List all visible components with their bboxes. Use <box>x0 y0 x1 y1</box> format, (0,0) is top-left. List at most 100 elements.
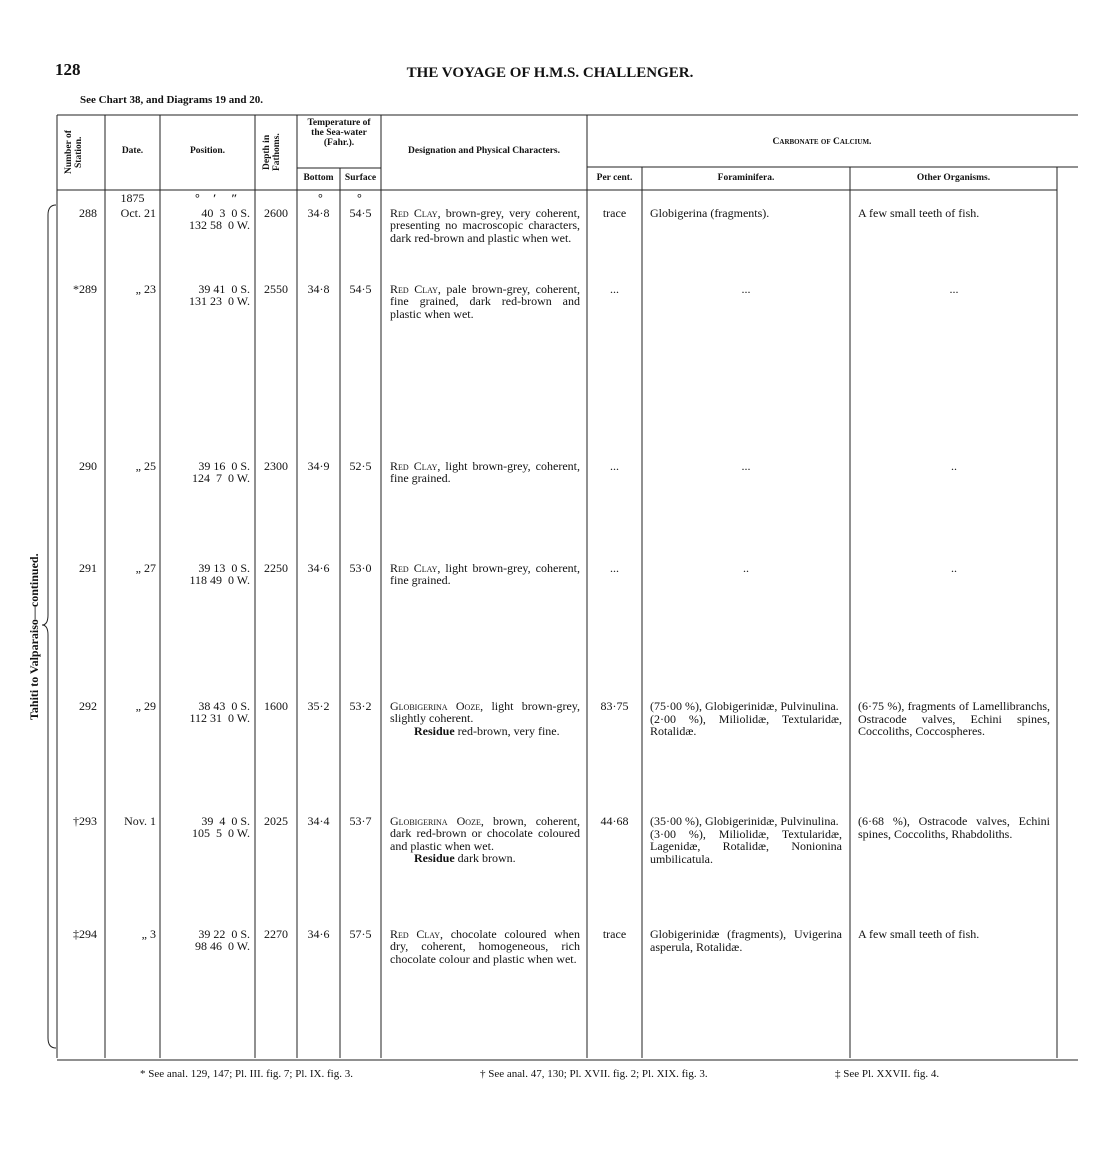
description: , brown-grey, very coherent, presenting … <box>390 206 580 245</box>
percent: ... <box>610 282 619 296</box>
col-position: Position. <box>189 146 226 156</box>
date: „ 25 <box>135 459 156 473</box>
foraminifera-line: (35·00 %), Globigerinidæ, Pulvinulina. <box>650 814 839 828</box>
bottom-temp: 34·8 <box>307 282 330 296</box>
deposit-name: Globigerina Ooze <box>390 814 481 828</box>
percent: 44·68 <box>600 814 629 828</box>
deposit-name: Red Clay <box>390 206 438 220</box>
foraminifera: Globigerina (fragments). <box>650 207 842 220</box>
reference: See Chart 38, and Diagrams 19 and 20. <box>80 94 264 106</box>
deposit-name: Red Clay <box>390 282 438 296</box>
designation: Red Clay, light brown-grey, coherent, fi… <box>390 562 580 587</box>
running-title: THE VOYAGE OF H.M.S. CHALLENGER. <box>406 65 694 81</box>
surface-temp: 54·5 <box>349 282 372 296</box>
residue-label: Residue <box>414 850 455 865</box>
depth: 1600 <box>264 699 288 713</box>
latitude: 39 41 0 S. <box>198 282 250 296</box>
designation: Globigerina Ooze, light brown-grey, slig… <box>390 700 580 737</box>
foraminifera-line: (3·00 %), Miliolidæ, Textularidæ, Lageni… <box>650 826 842 866</box>
other-organisms: (6·75 %), fragments of Lamellibranchs, O… <box>858 699 1050 738</box>
longitude: 112 31 0 W. <box>189 711 250 725</box>
description: , light brown-grey, coherent, fine grain… <box>390 561 580 588</box>
col-temperature: Temperature of the Sea-water (Fahr.). <box>307 118 371 148</box>
footnote: ‡ See Pl. XXVII. fig. 4. <box>835 1068 940 1080</box>
date: Nov. 1 <box>124 814 156 828</box>
foraminifera: .. <box>650 562 842 575</box>
col-foraminifera: Foraminifera. <box>717 173 775 183</box>
longitude: 131 23 0 W. <box>188 294 250 308</box>
station: ‡294 <box>73 927 97 941</box>
percent: 83·75 <box>600 699 629 713</box>
foraminifera: Globigerinidæ (fragments), Uvigerina asp… <box>650 928 842 953</box>
surface-temp: 53·0 <box>349 561 372 575</box>
surface-temp: 52·5 <box>349 459 372 473</box>
designation: Globigerina Ooze, brown, coherent, dark … <box>390 815 580 864</box>
depth: 2025 <box>264 814 288 828</box>
surface-temp: 53·7 <box>349 814 372 828</box>
foraminifera-line: Globigerinidæ (fragments), Uvigerina asp… <box>650 927 842 954</box>
designation: Red Clay, light brown-grey, coherent, fi… <box>390 460 580 485</box>
col-other: Other Organisms. <box>916 173 991 183</box>
unit-symbol: ′ <box>213 191 217 205</box>
col-percent: Per cent. <box>596 173 633 183</box>
depth: 2550 <box>264 282 288 296</box>
page-number: 128 <box>55 60 81 79</box>
other-organisms: (6·68 %), Ostracode valves, Echini spine… <box>858 814 1050 841</box>
residue-text: red-brown, very fine. <box>457 723 560 738</box>
latitude: 39 4 0 S. <box>201 814 250 828</box>
unit-symbol: ° <box>357 191 362 205</box>
unit-symbol: ° <box>318 191 323 205</box>
bottom-temp: 34·6 <box>307 561 330 575</box>
foraminifera-line: Globigerina (fragments). <box>650 206 770 220</box>
percent: trace <box>602 206 627 220</box>
bottom-temp: 34·8 <box>307 206 330 220</box>
foraminifera-line: ... <box>741 459 751 473</box>
description: , light brown-grey, slightly coherent. <box>390 699 580 726</box>
station: 288 <box>79 206 97 220</box>
other-organisms: .. <box>951 561 957 575</box>
foraminifera-line: ... <box>741 282 751 296</box>
bottom-temp: 35·2 <box>307 699 330 713</box>
bottom-temp: 34·6 <box>307 927 330 941</box>
date: „ 3 <box>141 927 156 941</box>
station: 291 <box>79 561 97 575</box>
col-designation: Designation and Physical Characters. <box>408 146 560 156</box>
depth: 2300 <box>264 459 288 473</box>
longitude: 105 5 0 W. <box>191 826 250 840</box>
other-organisms: A few small teeth of fish. <box>858 206 980 220</box>
station: 292 <box>79 699 97 713</box>
depth: 2270 <box>264 927 288 941</box>
surface-temp: 53·2 <box>349 699 372 713</box>
deposit-name: Red Clay <box>390 561 438 575</box>
col-surface: Surface <box>344 173 377 183</box>
surface-temp: 57·5 <box>349 927 372 941</box>
col-date: Date. <box>121 146 144 156</box>
description: , light brown-grey, coherent, fine grain… <box>390 459 580 486</box>
foraminifera: (75·00 %), Globigerinidæ, Pulvinulina. (2… <box>650 700 842 738</box>
foraminifera: ... <box>650 460 842 473</box>
unit-symbol: ″ <box>231 191 238 205</box>
col-depth: Depth in Fathoms. <box>262 133 282 171</box>
residue: Residue red-brown, very fine. <box>390 723 580 738</box>
col-bottom: Bottom <box>303 173 334 183</box>
description: , chocolate coloured when dry, coherent,… <box>390 927 580 966</box>
surface-temp: 54·5 <box>349 206 372 220</box>
percent: ... <box>610 561 619 575</box>
longitude: 98 46 0 W. <box>194 939 250 953</box>
residue-text: dark brown. <box>457 850 516 865</box>
side-label: Tahiti to Valparaiso—continued. <box>27 553 41 720</box>
latitude: 39 16 0 S. <box>198 459 250 473</box>
description: , pale brown-grey, coherent, fine graine… <box>390 282 580 321</box>
foraminifera: (35·00 %), Globigerinidæ, Pulvinulina. (3… <box>650 815 842 865</box>
depth: 2600 <box>264 206 288 220</box>
description: , brown, coherent, dark red-brown or cho… <box>390 814 580 853</box>
designation: Red Clay, brown-grey, very coherent, pre… <box>390 207 580 244</box>
other-organisms: A few small teeth of fish. <box>858 927 980 941</box>
latitude: 39 13 0 S. <box>198 561 250 575</box>
col-carbonate: Carbonate of Calcium. <box>772 137 872 147</box>
latitude: 40 3 0 S. <box>201 206 250 220</box>
designation: Red Clay, pale brown-grey, coherent, fin… <box>390 283 580 320</box>
latitude: 38 43 0 S. <box>198 699 250 713</box>
percent: trace <box>602 927 627 941</box>
longitude: 132 58 0 W. <box>188 218 250 232</box>
